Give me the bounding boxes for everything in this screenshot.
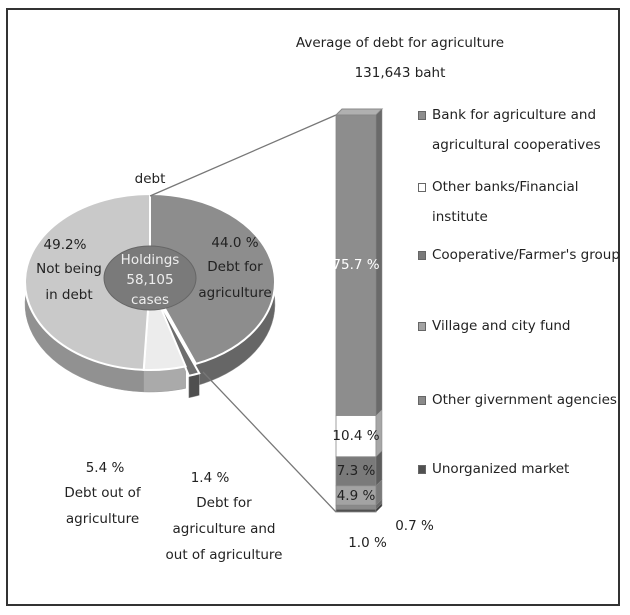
connector-line <box>202 371 337 513</box>
legend-marker <box>418 465 426 474</box>
pie-slice-side <box>188 372 200 399</box>
legend-marker <box>418 322 426 331</box>
legend-marker <box>418 396 426 405</box>
pie-annotation: debt <box>134 171 166 187</box>
pie-category-label: Debt for agriculture <box>198 259 272 301</box>
pie-slice <box>152 290 201 377</box>
pie-value-label: 1.4 % <box>190 470 230 486</box>
pie-value-label: 5.4 % <box>85 460 125 476</box>
bar-segment-side <box>375 502 383 513</box>
legend-marker <box>418 251 426 260</box>
pie-value-label: 49.2% <box>43 237 87 253</box>
bar-value-label: 10.4 % <box>332 428 380 445</box>
connector-line <box>149 114 337 197</box>
pie-category-label: Debt out of agriculture <box>64 485 141 527</box>
bar-value-label: 7.3 % <box>336 463 376 480</box>
bar-top-face <box>334 108 384 116</box>
legend-label: Other givernment agencies <box>432 392 617 408</box>
bar-value-label: 4.9 % <box>336 487 376 504</box>
frame <box>6 8 620 606</box>
bar-title: Average of debt for agriculture <box>295 35 505 51</box>
bar-subtitle: 131,643 baht <box>354 65 446 81</box>
legend-label: Other banks/Financial institute <box>432 179 579 225</box>
pie-center-label: Holdings 58,105 cases <box>120 252 180 308</box>
legend-marker <box>418 111 426 120</box>
bar-value-label: 0.7 % <box>395 518 434 534</box>
pie-slice <box>24 192 151 371</box>
pie-value-label: 44.0 % <box>211 235 259 251</box>
bar-value-label: 75.7 % <box>332 257 380 274</box>
bar-segment <box>335 415 377 458</box>
pie-category-label: Not being in debt <box>36 261 102 303</box>
legend-label: Unorganized market <box>432 461 570 477</box>
pie-center <box>103 245 197 311</box>
legend-label: Bank for agriculture and agricultural co… <box>432 107 601 153</box>
legend-marker <box>418 183 426 192</box>
pie-slice <box>149 192 276 365</box>
legend-label: Cooperative/Farmer's group <box>432 247 620 263</box>
pie-category-label: Debt for agriculture and out of agricult… <box>165 495 283 563</box>
bar-value-label: 1.0 % <box>348 535 387 551</box>
bar-segment <box>335 508 377 513</box>
legend-label: Village and city fund <box>432 318 571 334</box>
